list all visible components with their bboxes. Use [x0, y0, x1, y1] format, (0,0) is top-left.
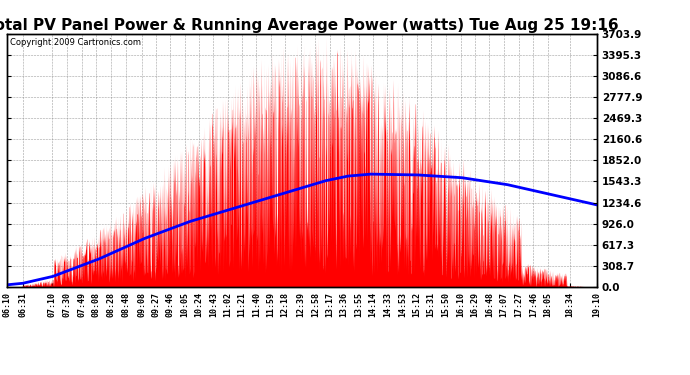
Title: Total PV Panel Power & Running Average Power (watts) Tue Aug 25 19:16: Total PV Panel Power & Running Average P…: [0, 18, 618, 33]
Text: Copyright 2009 Cartronics.com: Copyright 2009 Cartronics.com: [10, 38, 141, 46]
